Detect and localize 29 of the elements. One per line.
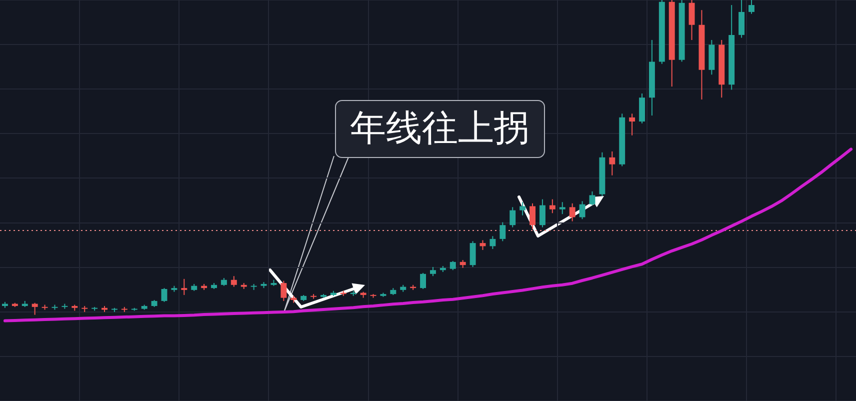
candlestick [510, 206, 516, 228]
candlestick [589, 190, 596, 206]
candlestick [738, 0, 745, 38]
candlestick [520, 202, 526, 216]
candlestick [490, 236, 496, 250]
candlestick [181, 278, 188, 296]
annotation: 年线往上拐 [335, 100, 545, 158]
candlestick [420, 272, 426, 290]
candlestick [629, 113, 636, 136]
candlestick [559, 202, 566, 215]
candlestick [748, 0, 754, 14]
candlestick [450, 260, 456, 271]
candlestick [549, 198, 556, 214]
candlestick [569, 202, 576, 222]
candlestick [688, 0, 695, 40]
candlestick [161, 288, 168, 302]
candlestick [639, 93, 645, 124]
candlestick [530, 202, 536, 230]
candlestick [430, 266, 436, 277]
candlestick [52, 304, 58, 310]
candlestick [280, 280, 287, 302]
candlestick [230, 276, 237, 288]
candlestick [32, 302, 38, 316]
candlestick [42, 304, 48, 310]
candlestick [470, 240, 476, 268]
candlestick [500, 222, 506, 242]
candlestick [539, 198, 546, 228]
candlestick [609, 150, 616, 176]
candlestick [579, 200, 586, 220]
